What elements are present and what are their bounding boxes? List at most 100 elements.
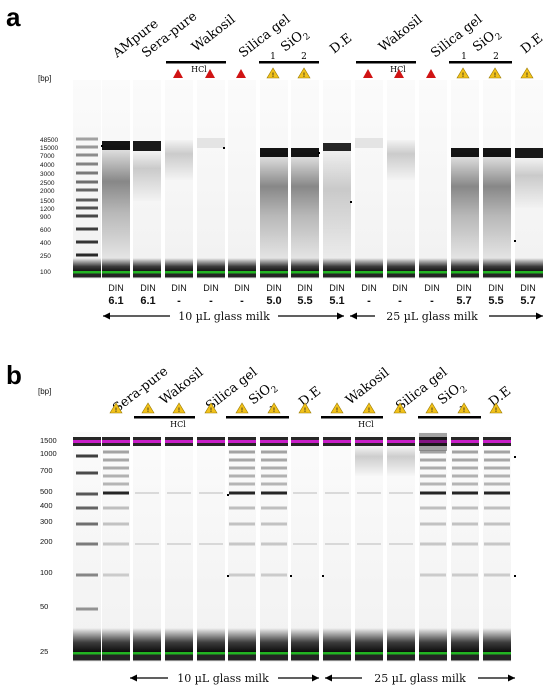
panel-a-volume-arrows: 10 µL glass milk 25 µL glass milk (103, 307, 543, 323)
warning-icon-shape (267, 402, 281, 414)
lower-marker (323, 652, 351, 655)
lower-marker (133, 271, 161, 274)
gel-band (484, 542, 510, 546)
gel-lane (291, 432, 319, 662)
sample-label: D.E (296, 384, 324, 410)
red-triangle-icon (363, 69, 373, 78)
ladder-band (76, 162, 98, 166)
gel-band (452, 573, 478, 577)
din-label: DIN (329, 283, 345, 293)
upper-marker (73, 440, 101, 443)
din-value: - (398, 295, 402, 307)
gel-band (135, 543, 159, 545)
sample-label: Wakosil (343, 365, 392, 408)
lower-marker (451, 271, 479, 274)
warning-icon-shape (204, 402, 218, 414)
gel-band (420, 466, 446, 470)
panel-b-ladder-labels: 1500 1000 700 500 400 300 200 100 50 25 (40, 436, 57, 656)
gel-lower-zone (260, 273, 288, 278)
lower-marker (260, 652, 288, 655)
gel-lane (355, 80, 383, 279)
din-label: DIN (266, 283, 282, 293)
gel-band (452, 474, 478, 478)
gel-lower-zone (419, 273, 447, 278)
gel-band (484, 474, 510, 478)
upper-marker (260, 440, 288, 443)
red-triangle-icon (236, 69, 246, 78)
gel-lane (419, 80, 447, 279)
din-value: - (209, 295, 213, 307)
din-label: DIN (203, 283, 219, 293)
ladder-label: 1500 (40, 436, 57, 445)
ladder-band (76, 137, 98, 141)
lower-marker (165, 271, 193, 274)
gel-tick (514, 240, 516, 242)
gel-band (357, 543, 381, 545)
ladder-label: 300 (40, 517, 53, 526)
warning-icon-glyph: ! (147, 408, 149, 414)
warning-icon-glyph: ! (431, 408, 433, 414)
ladder-label: 200 (40, 537, 53, 546)
gel-lower-zone (260, 628, 288, 652)
sio2-bar (226, 416, 289, 419)
warning-icon: ! (520, 67, 534, 79)
warning-icon-shape (330, 402, 344, 414)
din-label: DIN (171, 283, 187, 293)
volume-label-left: 10 µL glass milk (178, 310, 270, 323)
lower-marker (197, 271, 225, 274)
lower-marker (228, 271, 256, 274)
warning-icon-shape (393, 402, 407, 414)
hcl-label: HCl (358, 420, 374, 429)
gel-lower-zone (228, 654, 256, 661)
gel-lower-zone (133, 273, 161, 278)
panel-a-sample-labels: AMpure Sera-pure Wakosil Silica gel SiO2… (109, 9, 546, 62)
lower-marker (73, 652, 101, 655)
gel-lower-zone (419, 628, 447, 652)
warning-icon: ! (266, 67, 280, 79)
gel-band (167, 543, 191, 545)
din-value: 6.1 (108, 295, 123, 307)
gel-band (103, 474, 129, 478)
warning-icon: ! (204, 402, 218, 414)
warning-icon: ! (393, 402, 407, 414)
gel-lower-zone (165, 628, 193, 652)
warning-icon-glyph: ! (210, 408, 212, 414)
gel-band (484, 506, 510, 510)
gel-lower-zone (355, 258, 383, 272)
gel-band (484, 573, 510, 577)
gel-lower-zone (451, 273, 479, 278)
din-value: - (177, 295, 181, 307)
din-value: 5.5 (488, 295, 503, 307)
ladder-band (76, 171, 98, 175)
panel-b-sample-labels: Sera-pure Wakosil Silica gel SiO2 D.E Wa… (110, 364, 514, 416)
gel-lane (73, 432, 101, 662)
gel-band (229, 466, 255, 470)
ladder-band (76, 227, 98, 231)
gel-lane (451, 432, 479, 662)
gel-band (103, 522, 129, 526)
din-label: DIN (361, 283, 377, 293)
gel-band (325, 492, 349, 494)
gel-band (135, 492, 159, 494)
sample-label: D.E (327, 31, 355, 57)
gel-lower-zone (451, 654, 479, 661)
ladder-label: 1200 (40, 206, 55, 213)
lower-marker (102, 652, 130, 655)
gel-lower-zone (387, 628, 415, 652)
hcl-label: HCl (390, 65, 406, 74)
sio2-number: 1 (270, 52, 276, 62)
lower-marker (483, 271, 511, 274)
sample-label: Wakosil (376, 12, 425, 55)
gel-lower-zone (260, 258, 288, 272)
hcl-bar (166, 61, 226, 64)
sio2-bar (449, 61, 512, 64)
gel-smear (387, 446, 415, 476)
upper-marker (355, 440, 383, 443)
gel-lower-zone (197, 258, 225, 272)
gel-band (229, 474, 255, 478)
din-label: DIN (234, 283, 250, 293)
gel-band (102, 141, 130, 150)
lower-marker (73, 271, 101, 274)
gel-lane (197, 432, 225, 662)
gel-band (261, 542, 287, 546)
